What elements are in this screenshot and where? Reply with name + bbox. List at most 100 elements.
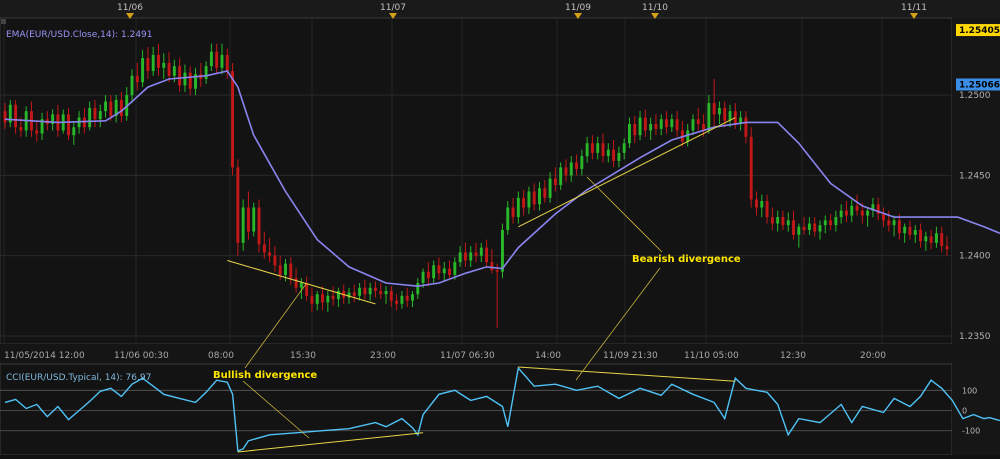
candle-body — [104, 101, 108, 112]
candle-body — [215, 51, 219, 68]
candle-body — [458, 252, 462, 263]
candle-body — [606, 149, 610, 157]
candle-body — [225, 54, 229, 71]
x-tick-label: 14:00 — [535, 351, 561, 361]
candle-body — [781, 217, 785, 226]
candle-body — [675, 119, 679, 131]
candle-body — [892, 220, 896, 226]
candle-body — [167, 62, 171, 76]
candle-body — [204, 66, 208, 80]
candle-body — [506, 207, 510, 230]
candle-body — [739, 117, 743, 124]
candle-body — [336, 291, 340, 300]
cci-level-label: 0 — [962, 407, 967, 416]
candle-body — [643, 117, 647, 131]
candle-body — [802, 226, 806, 230]
candle-body — [945, 246, 949, 250]
candle-body — [40, 119, 44, 134]
candle-body — [712, 103, 716, 115]
candle-body — [543, 188, 547, 198]
cci-trendline — [518, 366, 736, 382]
bearish-leader-2 — [575, 267, 661, 381]
candle-body — [490, 262, 494, 271]
candle-body — [363, 287, 367, 295]
candle-body — [829, 220, 833, 226]
candle-body — [553, 178, 557, 186]
candle-body — [278, 265, 282, 275]
candle-body — [331, 295, 335, 300]
candle-body — [135, 75, 139, 83]
top-date-label: 11/06 — [117, 3, 143, 13]
candle-body — [792, 220, 795, 235]
candle-body — [442, 268, 446, 274]
candle-body — [194, 74, 197, 89]
candle-body — [659, 119, 663, 129]
candle-body — [548, 178, 552, 198]
candle-body — [807, 223, 811, 230]
candle-body — [649, 123, 653, 131]
candle-body — [511, 207, 515, 218]
cci-trendline — [237, 432, 424, 453]
candle-body — [411, 294, 414, 301]
x-tick-label: 11/05/2014 12:00 — [4, 351, 85, 361]
candle-body — [823, 220, 827, 226]
candle-body — [368, 287, 372, 295]
price-marker — [956, 24, 1000, 37]
date-marker-icon — [126, 13, 134, 19]
candle-body — [839, 210, 843, 218]
candle-body — [474, 252, 478, 256]
candle-body — [35, 130, 39, 134]
candle-body — [569, 162, 573, 176]
price-marker — [956, 78, 1000, 91]
candle-body — [670, 119, 674, 128]
candle-body — [527, 191, 531, 208]
candle-body — [834, 217, 838, 226]
candle-body — [485, 247, 489, 263]
candle-body — [580, 156, 584, 169]
ema-indicator-label: EMA(EUR/USD.Close,14): 1.2491 — [6, 30, 153, 40]
candle-body — [596, 143, 600, 153]
candle-body — [51, 114, 55, 124]
candle-body — [209, 51, 213, 67]
candle-body — [289, 263, 293, 279]
bullish-leader-2 — [242, 380, 310, 439]
x-tick-label: 11/09 21:30 — [603, 351, 658, 361]
candle-body — [315, 294, 319, 304]
candle-body — [98, 111, 102, 120]
candle-body — [844, 210, 848, 216]
candle-body — [405, 295, 409, 301]
candle-body — [88, 107, 92, 128]
candle-body — [257, 207, 261, 245]
price-marker-label: 1.25405 — [959, 26, 1000, 36]
candle-body — [162, 62, 166, 68]
candle-body — [702, 123, 706, 131]
candle-body — [463, 252, 467, 261]
candle-body — [744, 117, 748, 137]
candle-body — [67, 114, 70, 136]
candle-body — [178, 66, 182, 86]
candle-body — [538, 188, 541, 205]
candle-body — [479, 247, 483, 256]
candle-body — [913, 229, 917, 235]
candle-body — [929, 236, 933, 243]
candle-body — [749, 136, 753, 200]
candle-body — [855, 205, 859, 211]
candle-body — [421, 271, 425, 283]
candle-body — [19, 127, 23, 131]
candle-body — [633, 123, 637, 136]
candle-body — [268, 252, 272, 256]
candle-body — [765, 201, 769, 218]
x-tick-label: 15:30 — [290, 351, 316, 361]
candle-body — [755, 199, 758, 208]
candle-body — [8, 104, 12, 123]
candle-body — [495, 270, 499, 272]
candle-body — [590, 143, 594, 153]
bearish-leader-1 — [586, 176, 663, 253]
candle-body — [601, 143, 605, 157]
candle-body — [559, 167, 563, 186]
candle-body — [141, 58, 145, 83]
cci-level-label: -100 — [962, 427, 980, 436]
candle-body — [628, 123, 631, 144]
candle-body — [347, 292, 351, 298]
candle-body — [686, 130, 690, 142]
